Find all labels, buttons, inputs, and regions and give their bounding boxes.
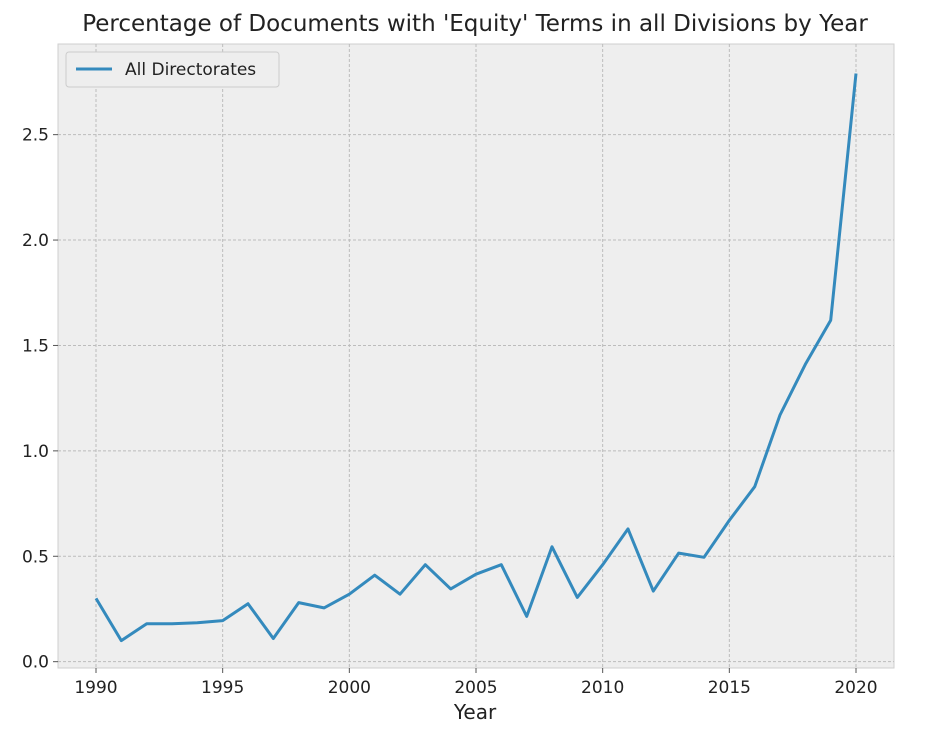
- y-axis: 0.0 0.5 1.0 1.5 2.0 2.5: [22, 126, 58, 673]
- x-tick-label: 2015: [708, 678, 751, 698]
- x-axis-label: Year: [453, 700, 497, 724]
- x-tick-label: 2005: [454, 678, 497, 698]
- x-tick-label: 1990: [74, 678, 117, 698]
- y-tick-label: 0.5: [22, 547, 49, 567]
- chart-title: Percentage of Documents with 'Equity' Te…: [82, 11, 868, 37]
- legend-box: [65, 51, 280, 88]
- y-tick-label: 2.0: [22, 231, 49, 251]
- legend: All Directorates: [65, 51, 280, 88]
- series-line-all-directorates: [94, 73, 858, 643]
- legend-label: All Directorates: [125, 60, 256, 80]
- y-tick-label: 1.5: [22, 336, 49, 356]
- x-tick-label: 2000: [328, 678, 371, 698]
- x-tick-label: 1995: [201, 678, 244, 698]
- grid-lines: [58, 44, 894, 668]
- y-tick-label: 0.0: [22, 653, 49, 673]
- x-axis: 1990 1995 2000 2005 2010 2015 2020: [74, 668, 878, 698]
- y-tick-label: 2.5: [22, 126, 49, 146]
- x-tick-label: 2010: [581, 678, 624, 698]
- x-tick-label: 2020: [834, 678, 877, 698]
- y-tick-label: 1.0: [22, 442, 49, 462]
